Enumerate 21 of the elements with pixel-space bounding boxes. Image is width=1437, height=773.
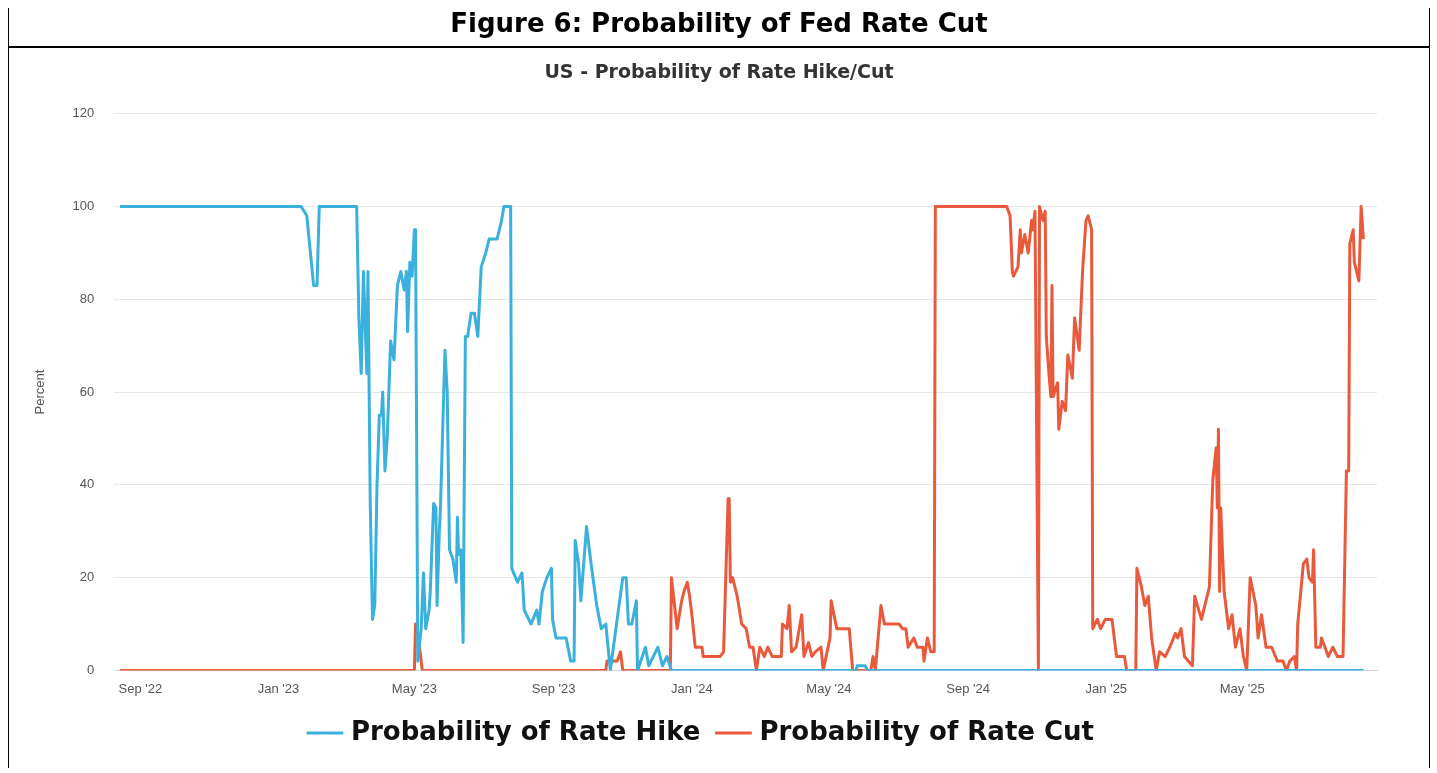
chart-subtitle: US - Probability of Rate Hike/Cut (543, 60, 895, 84)
y-tick-label: 0 (87, 661, 95, 677)
x-tick-label: Jan '24 (671, 680, 713, 696)
x-tick-label: Sep '23 (531, 680, 576, 696)
x-tick-label: May '24 (806, 680, 852, 696)
x-tick-label: Jan '23 (257, 680, 300, 696)
x-tick-label: Sep '24 (946, 680, 991, 696)
y-tick-label: 120 (72, 105, 95, 121)
x-tick-label: May '23 (391, 680, 437, 696)
legend-label: Probability of Rate Hike (350, 715, 701, 746)
legend-label: Probability of Rate Cut (759, 715, 1095, 746)
chart-title: Figure 6: Probability of Fed Rate Cut (9, 8, 1429, 48)
y-axis-title: Percent (32, 369, 48, 415)
y-tick-label: 60 (79, 383, 95, 399)
y-tick-label: 80 (79, 290, 95, 306)
x-tick-label: Jan '25 (1085, 680, 1128, 696)
y-tick-label: 20 (79, 569, 95, 585)
y-tick-label: 100 (72, 198, 95, 214)
x-tick-label: May '25 (1219, 680, 1265, 696)
x-tick-label: Sep '22 (118, 680, 163, 696)
y-tick-label: 40 (79, 476, 95, 492)
